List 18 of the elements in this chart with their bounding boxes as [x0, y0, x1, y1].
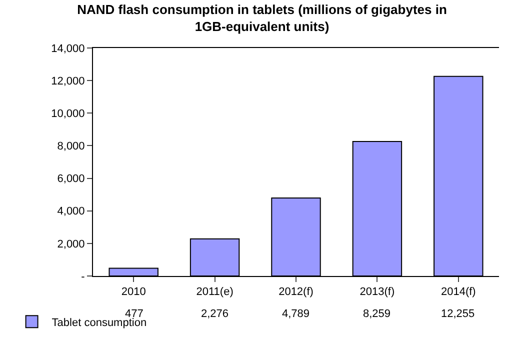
text: 2,276 — [201, 308, 229, 320]
y-tick-label: 2,000 — [57, 238, 85, 250]
y-tick-label: 10,000 — [51, 108, 85, 120]
chart-title: NAND flash consumption in tablets (millions of gigabytes in 1GB-equivalent units) — [77, 2, 447, 34]
y-tick-label: 8,000 — [57, 140, 85, 153]
y-tick-label: 14,000 — [51, 42, 85, 55]
y-tick-label: 4,000 — [57, 206, 85, 218]
x-tick-label: 2014(f) — [440, 286, 476, 298]
x-tick-label: 2013(f) — [360, 286, 395, 298]
y-tick-label: - — [81, 270, 86, 283]
text: 12,255 — [441, 308, 475, 320]
x-tick-label: 2011(e) — [196, 286, 234, 298]
text: 4,789 — [282, 308, 310, 320]
x-tick-label: 2010 — [121, 286, 146, 298]
x-tick-label: 2012(f) — [278, 286, 314, 298]
text: 8,259 — [363, 308, 391, 320]
y-tick-label: 6,000 — [57, 173, 85, 186]
y-tick-label: 12,000 — [51, 75, 85, 88]
